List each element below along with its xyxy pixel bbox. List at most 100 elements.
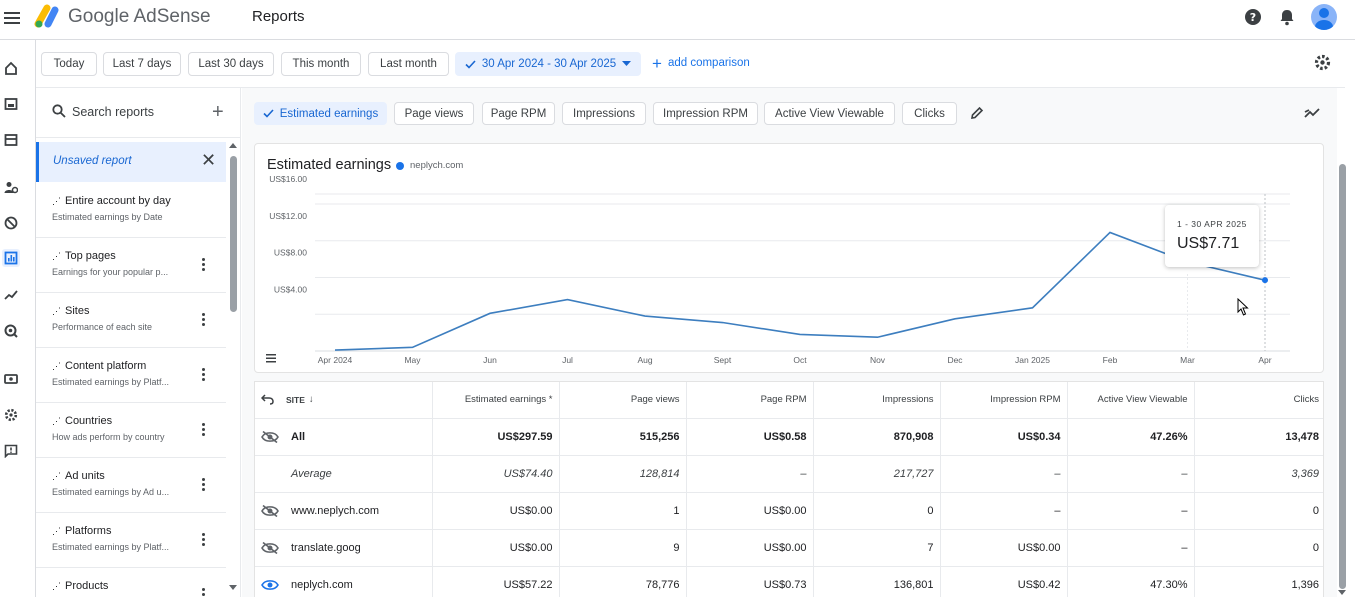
top-app-bar: Google AdSense Reports ?: [0, 0, 1355, 40]
optimization-icon[interactable]: [2, 322, 20, 340]
report-item[interactable]: ⋰ Entire account by day Estimated earning…: [36, 183, 226, 238]
table-cell: US$297.59: [431, 418, 559, 456]
settings-gear-icon[interactable]: [1314, 54, 1331, 71]
metric-chip-page-views[interactable]: Page views: [394, 102, 474, 125]
search-icon: [52, 104, 66, 118]
x-tick-label: Apr 2024: [318, 355, 353, 365]
trend-icon[interactable]: [2, 286, 20, 304]
help-icon[interactable]: ?: [1243, 7, 1263, 27]
more-options-icon[interactable]: [202, 478, 206, 493]
more-options-icon[interactable]: [202, 423, 206, 438]
column-header[interactable]: Page views: [558, 382, 686, 419]
table-cell: 128,814: [558, 455, 686, 493]
column-header[interactable]: Page RPM: [685, 382, 813, 419]
more-options-icon[interactable]: [202, 258, 206, 273]
table-cell: 7: [812, 529, 940, 567]
chart-menu-icon[interactable]: [266, 354, 276, 363]
date-range-bar: Today Last 7 days Last 30 days This mont…: [36, 40, 1345, 88]
report-table: SITE ↓ Estimated earnings * Page views Pa…: [255, 382, 1323, 597]
date-chip-last-month[interactable]: Last month: [368, 52, 449, 76]
close-icon[interactable]: ✕: [201, 150, 217, 170]
report-item[interactable]: ⋰ Products: [36, 568, 226, 597]
report-item[interactable]: ⋰ Sites Performance of each site: [36, 293, 226, 348]
column-header[interactable]: Impressions: [812, 382, 940, 419]
table-cell: –: [1066, 455, 1194, 493]
chart-legend: neplych.com: [396, 160, 463, 171]
tooltip-value: US$7.71: [1177, 235, 1240, 252]
scroll-down-arrow-icon[interactable]: [229, 585, 237, 591]
page-scrollbar[interactable]: [1338, 160, 1347, 597]
payments-icon[interactable]: [2, 370, 20, 388]
date-chip-last-30-days[interactable]: Last 30 days: [188, 52, 274, 76]
search-input[interactable]: Search reports: [72, 105, 154, 119]
undo-icon[interactable]: [261, 394, 274, 405]
unsaved-report-item[interactable]: Unsaved report ✕: [36, 142, 226, 182]
block-controls-icon[interactable]: [2, 214, 20, 232]
table-cell: US$57.22: [431, 566, 559, 597]
privacy-messaging-icon[interactable]: [2, 178, 20, 196]
metric-chip-impressions[interactable]: Impressions: [562, 102, 646, 125]
sites-icon[interactable]: [2, 131, 20, 149]
table-cell: 78,776: [558, 566, 686, 597]
column-header[interactable]: Clicks: [1193, 382, 1323, 419]
report-item[interactable]: ⋰ Platforms Estimated earnings by Platf..…: [36, 513, 226, 568]
table-row: neplych.com US$57.22 78,776 US$0.73 136,801 U…: [255, 566, 1323, 597]
avatar[interactable]: [1311, 4, 1337, 30]
scroll-up-arrow-icon[interactable]: [229, 142, 237, 148]
date-range-selector[interactable]: 30 Apr 2024 - 30 Apr 2025: [455, 52, 641, 76]
add-comparison-button[interactable]: + add comparison: [652, 53, 750, 73]
menu-icon[interactable]: [4, 9, 20, 24]
metric-chip-clicks[interactable]: Clicks: [902, 102, 957, 125]
report-item[interactable]: ⋰ Content platform Estimated earnings by …: [36, 348, 226, 403]
report-item[interactable]: ⋰ Top pages Earnings for your popular p..…: [36, 238, 226, 293]
visibility-off-icon[interactable]: [261, 504, 279, 517]
metric-chips-bar: Estimated earnings Page views Page RPM I…: [242, 88, 1337, 138]
settings-icon[interactable]: [2, 406, 20, 424]
sidebar-scrollbar[interactable]: [229, 142, 237, 597]
visibility-off-icon[interactable]: [261, 541, 279, 554]
reports-icon[interactable]: [2, 249, 20, 267]
report-item[interactable]: ⋰ Countries How ads perform by country: [36, 403, 226, 458]
date-chip-this-month[interactable]: This month: [281, 52, 361, 76]
report-table-card: SITE ↓ Estimated earnings * Page views Pa…: [254, 381, 1324, 597]
chart-toggle-icon[interactable]: [1304, 107, 1320, 119]
x-tick-label: Nov: [870, 355, 886, 365]
visibility-off-icon[interactable]: [261, 430, 279, 443]
x-tick-label: May: [404, 355, 421, 365]
new-report-plus-icon[interactable]: +: [212, 101, 224, 123]
metric-chip-estimated-earnings[interactable]: Estimated earnings: [254, 102, 387, 125]
sparkle-icon: ⋰: [52, 470, 61, 481]
table-total-row: All US$297.59 515,256 US$0.58 870,908 US$0.34…: [255, 418, 1323, 456]
spacer: [261, 468, 279, 480]
table-cell: 1: [558, 492, 686, 530]
report-item[interactable]: ⋰ Ad units Estimated earnings by Ad u...: [36, 458, 226, 513]
more-options-icon[interactable]: [202, 368, 206, 383]
metric-chip-active-view-viewable[interactable]: Active View Viewable: [764, 102, 895, 125]
more-options-icon[interactable]: [202, 533, 206, 548]
metric-chip-impression-rpm[interactable]: Impression RPM: [653, 102, 758, 125]
edit-pencil-icon[interactable]: [970, 106, 984, 120]
feedback-icon[interactable]: [2, 442, 20, 460]
table-cell: 0: [812, 492, 940, 530]
date-chip-today[interactable]: Today: [41, 52, 97, 76]
more-options-icon[interactable]: [202, 313, 206, 328]
metric-chip-page-rpm[interactable]: Page RPM: [482, 102, 555, 125]
notifications-bell-icon[interactable]: [1277, 7, 1297, 27]
column-header[interactable]: Active View Viewable: [1066, 382, 1194, 419]
dropdown-arrow-icon: [622, 61, 632, 66]
column-header[interactable]: Impression RPM: [939, 382, 1067, 419]
date-chip-last-7-days[interactable]: Last 7 days: [103, 52, 181, 76]
earnings-line-chart[interactable]: US$4.00 US$8.00 US$12.00 US$16.00 Apr 2024 Ma…: [255, 144, 1325, 374]
home-icon[interactable]: [2, 59, 20, 77]
visibility-icon[interactable]: [261, 579, 279, 591]
scroll-down-arrow-icon[interactable]: [1338, 590, 1346, 596]
page-scroll-thumb[interactable]: [1339, 164, 1346, 589]
column-header-site[interactable]: SITE ↓: [255, 382, 432, 419]
chart-tooltip: 1 - 30 APR 2025 US$7.71: [1165, 205, 1259, 267]
ads-icon[interactable]: [2, 95, 20, 113]
search-reports[interactable]: Search reports +: [36, 88, 240, 138]
table-cell: US$74.40: [431, 455, 559, 493]
column-header[interactable]: Estimated earnings *: [431, 382, 559, 419]
more-options-icon[interactable]: [202, 588, 206, 597]
sidebar-scroll-thumb[interactable]: [230, 156, 237, 312]
